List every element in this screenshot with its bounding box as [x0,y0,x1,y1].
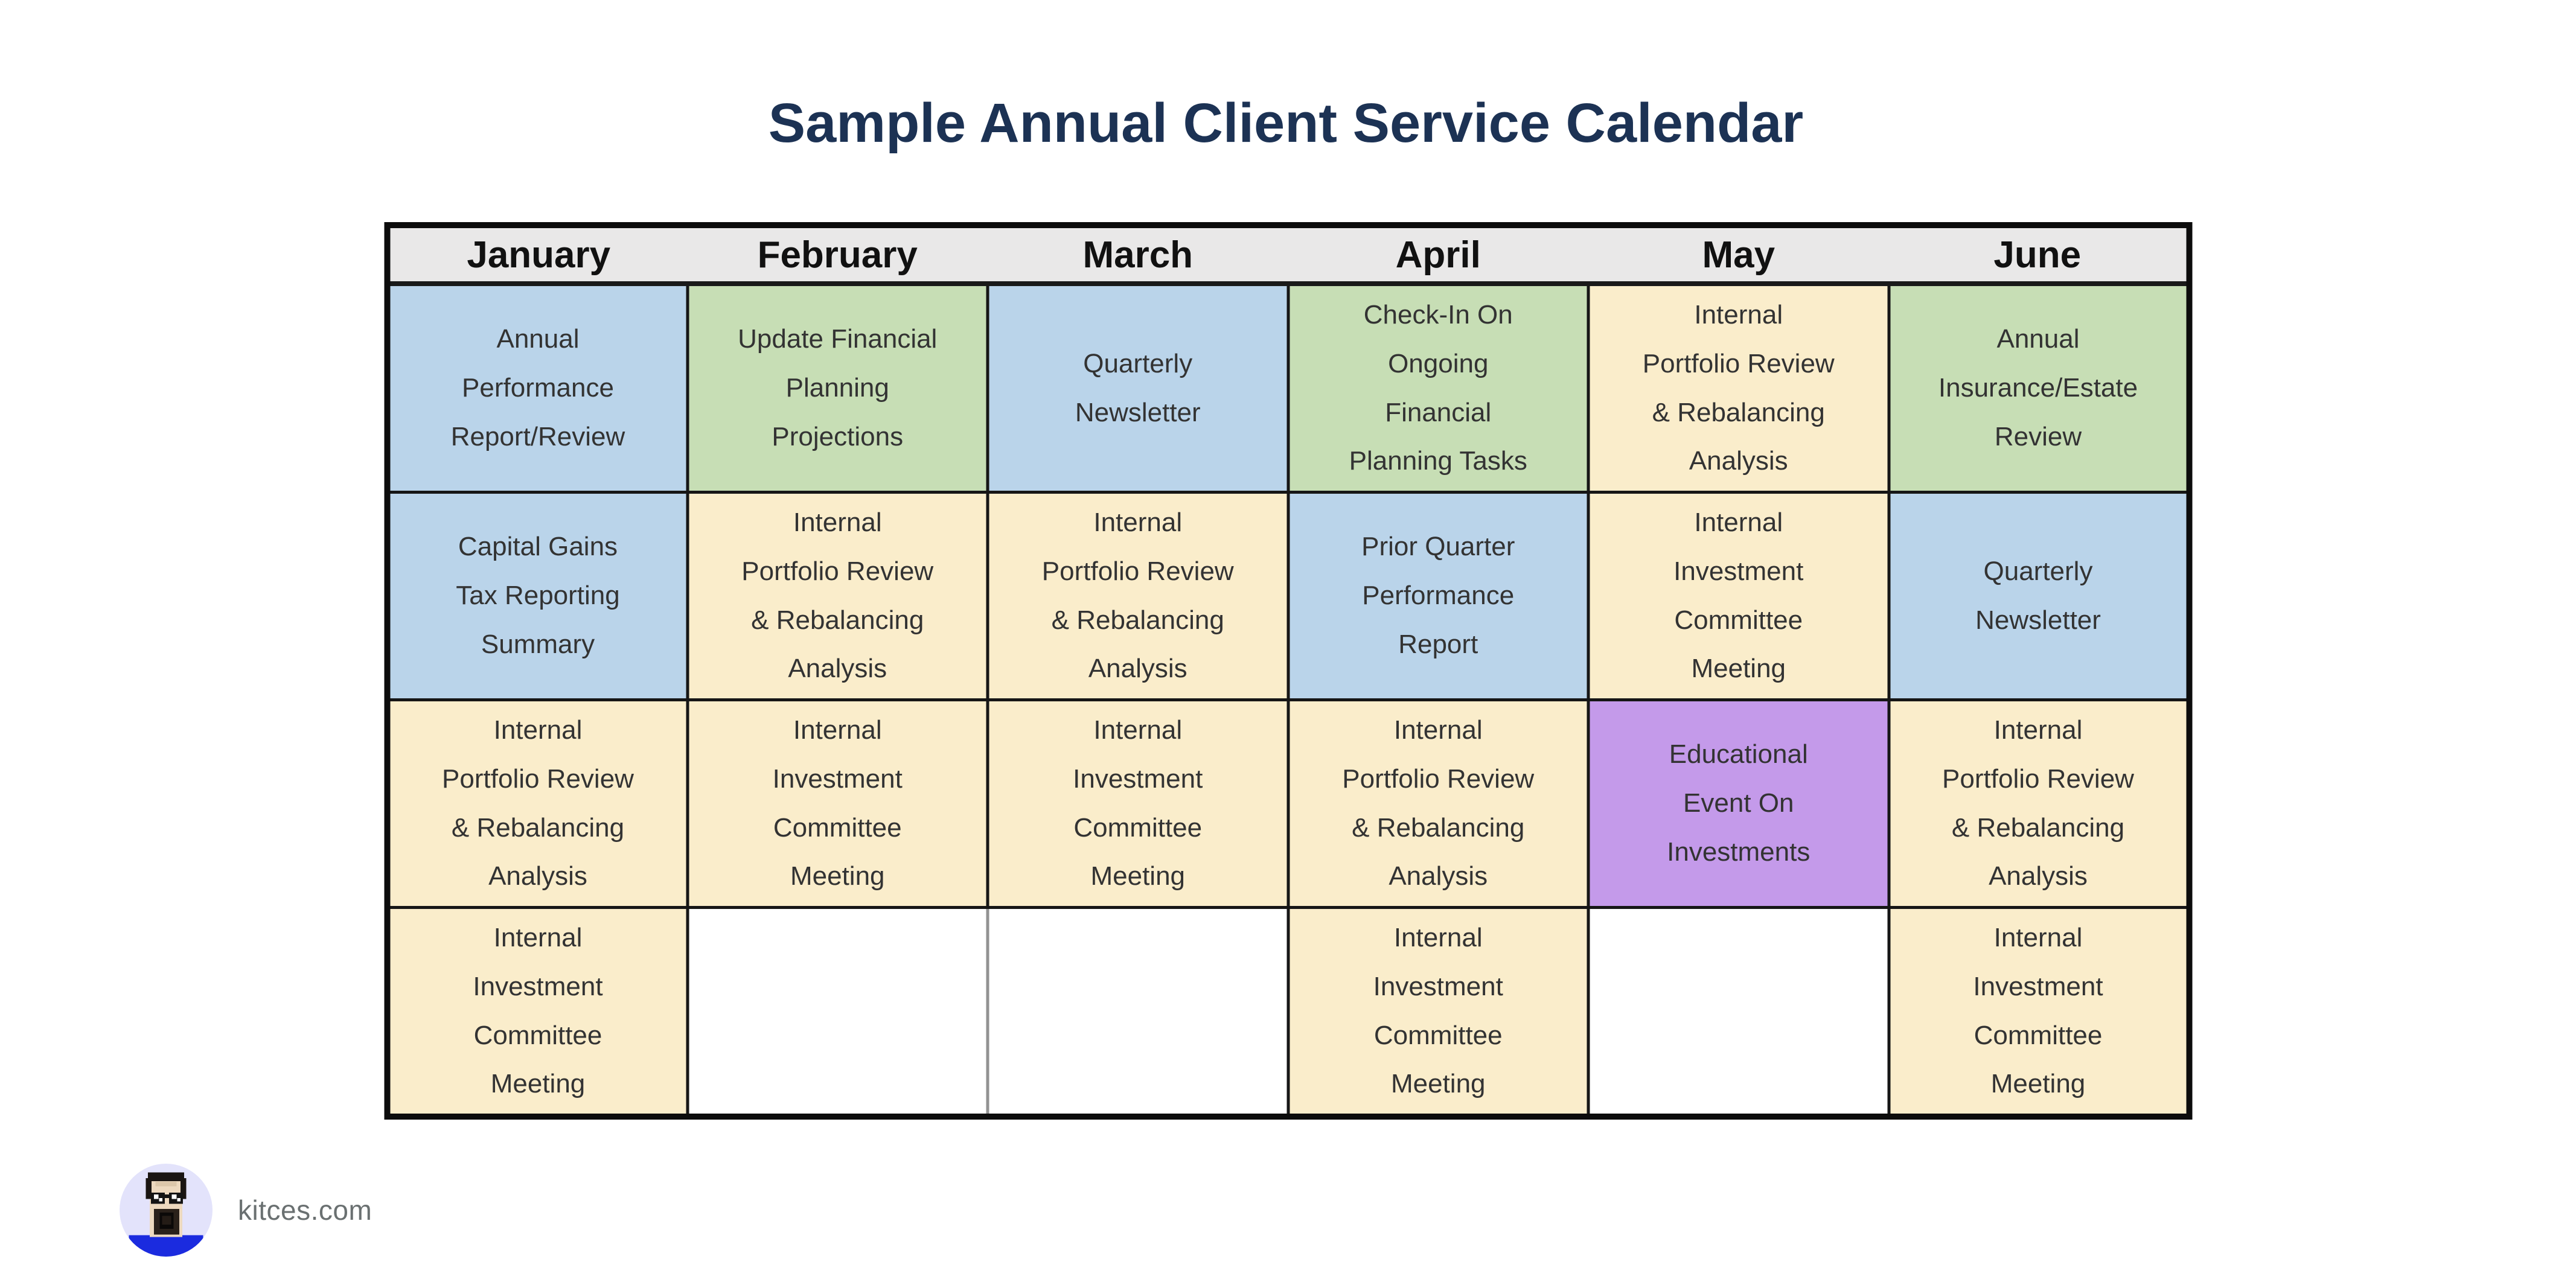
calendar-cell: Prior Quarter Performance Report [1286,491,1590,701]
calendar-cell: Internal Portfolio Review & Rebalancing … [1587,282,1890,494]
calendar-row: Internal Investment Committee Meeting In… [385,906,2191,1118]
calendar-cell: Annual Performance Report/Review [385,282,689,494]
calendar-cell: Internal Investment Committee Meeting [385,906,689,1118]
month-header-row: January February March April May June [387,225,2189,286]
calendar-cell [1587,906,1890,1118]
month-header-february: February [687,225,988,286]
kitces-avatar-icon [120,1164,213,1257]
month-header-march: March [988,225,1288,286]
brand-text: kitces.com [238,1194,372,1226]
calendar-row: Capital Gains Tax Reporting Summary Inte… [385,491,2191,701]
footer-brand: kitces.com [120,1164,372,1257]
month-header-april: April [1288,225,1588,286]
calendar-cell: Educational Event On Investments [1587,698,1890,909]
page-title: Sample Annual Client Service Calendar [768,92,1804,154]
calendar-cell: Annual Insurance/Estate Review [1887,282,2191,494]
calendar-cell [986,906,1290,1118]
calendar-row: Internal Portfolio Review & Rebalancing … [385,698,2191,909]
calendar-row: Annual Performance Report/Review Update … [385,282,2191,494]
calendar-cell: Quarterly Newsletter [1887,491,2191,701]
calendar-cell: Internal Portfolio Review & Rebalancing … [1887,698,2191,909]
calendar-cell: Check-In On Ongoing Financial Planning T… [1286,282,1590,494]
service-calendar-table: January February March April May June An… [384,222,2192,1120]
calendar-cell: Internal Investment Committee Meeting [1286,906,1590,1118]
calendar-cell: Quarterly Newsletter [986,282,1290,494]
calendar-cell: Internal Portfolio Review & Rebalancing … [1286,698,1590,909]
calendar-cell: Internal Investment Committee Meeting [1587,491,1890,701]
month-header-january: January [387,225,688,286]
calendar-cell: Internal Portfolio Review & Rebalancing … [385,698,689,909]
calendar-cell: Internal Investment Committee Meeting [686,698,989,909]
calendar-cell: Update Financial Planning Projections [686,282,989,494]
calendar-cell [686,906,989,1118]
calendar-cell: Capital Gains Tax Reporting Summary [385,491,689,701]
month-header-may: May [1588,225,1889,286]
calendar-cell: Internal Portfolio Review & Rebalancing … [986,491,1290,701]
month-header-june: June [1888,225,2189,286]
calendar-cell: Internal Investment Committee Meeting [1887,906,2191,1118]
calendar-cell: Internal Portfolio Review & Rebalancing … [686,491,989,701]
calendar-cell: Internal Investment Committee Meeting [986,698,1290,909]
